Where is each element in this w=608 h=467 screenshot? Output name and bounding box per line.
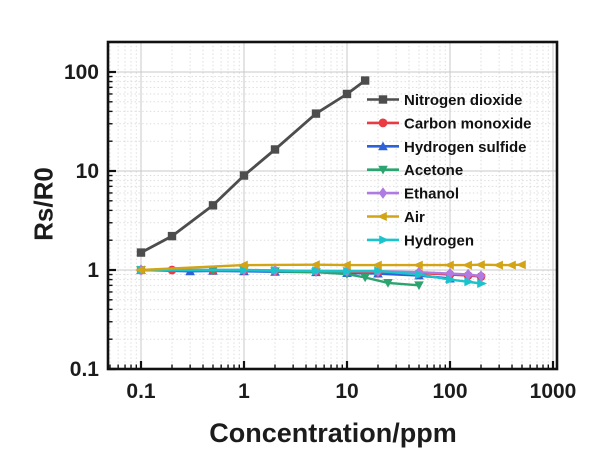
triangle-right-marker [343, 266, 353, 276]
triangle-left-marker [444, 260, 454, 270]
triangle-left-marker [377, 212, 387, 221]
x-tick-label: 0.1 [126, 380, 156, 403]
y-axis-title: Rs/R0 [28, 167, 59, 241]
square-marker [167, 231, 177, 241]
minor-gridlines [108, 42, 557, 369]
triangle-left-marker [341, 260, 351, 270]
series-line-hydrogen [139, 268, 483, 285]
legend-label-carbon-monoxide: Carbon monoxide [404, 115, 532, 132]
diamond-marker [378, 187, 388, 199]
plot-frame [106, 40, 559, 371]
y-tick-label: 0.1 [70, 358, 100, 381]
series-hydrogen [137, 265, 488, 289]
legend-item-ethanol: Ethanol [367, 186, 459, 203]
legend-item-air: Air [367, 209, 425, 226]
diamond-marker [476, 270, 486, 282]
triangle-left-marker [238, 260, 248, 270]
axis-ticks: 0.1 1 10 100 1000 0.1 1 10 100 [64, 41, 577, 403]
triangle-right-marker [312, 266, 322, 276]
triangle-down-marker [360, 273, 370, 283]
legend-label-ethanol: Ethanol [404, 186, 459, 203]
series-nitrogen-dioxide [136, 76, 370, 257]
triangle-right-marker [464, 277, 475, 287]
triangle-right-marker [477, 279, 488, 289]
legend-label-air: Air [404, 209, 425, 226]
triangle-left-marker [412, 260, 423, 270]
triangle-left-marker [475, 260, 485, 270]
diamond-marker [445, 267, 455, 280]
legend-label-nitrogen-dioxide: Nitrogen dioxide [404, 92, 522, 109]
legend-item-carbon-monoxide: Carbon monoxide [367, 115, 532, 132]
legend-item-hydrogen-sulfide: Hydrogen sulfide [367, 139, 527, 156]
triangle-left-marker [462, 260, 472, 270]
legend-item-nitrogen-dioxide: Nitrogen dioxide [367, 92, 522, 109]
data-series [135, 76, 526, 291]
triangle-left-marker [493, 260, 503, 270]
legend-label-hydrogen: Hydrogen [404, 232, 474, 249]
legend: Nitrogen dioxide Carbon monoxide Hydrogen … [367, 92, 532, 249]
triangle-down-marker [378, 165, 388, 175]
legend-label-acetone: Acetone [404, 162, 463, 179]
y-tick-label: 1 [87, 259, 99, 282]
circle-marker [378, 118, 388, 128]
square-marker [270, 145, 280, 154]
square-marker [239, 171, 249, 180]
diamond-marker [463, 268, 473, 281]
triangle-left-marker [515, 260, 526, 270]
square-marker [208, 201, 218, 210]
triangle-left-marker [372, 260, 382, 270]
square-marker [136, 248, 146, 257]
series-line-nitrogen-dioxide [139, 79, 367, 254]
triangle-right-marker [415, 270, 425, 280]
triangle-up-marker [378, 141, 388, 151]
square-marker [378, 95, 388, 104]
square-marker [360, 76, 370, 85]
x-tick-label: 1000 [530, 380, 577, 403]
legend-item-acetone: Acetone [367, 162, 463, 179]
triangle-down-marker [383, 279, 393, 288]
triangle-right-marker [379, 235, 389, 245]
x-tick-label: 100 [432, 380, 467, 403]
triangle-left-marker [309, 260, 320, 270]
x-axis-title: Concentration/ppm [209, 418, 457, 448]
x-tick-label: 10 [335, 380, 358, 403]
y-tick-label: 100 [64, 61, 99, 84]
x-tick-label: 1 [238, 380, 250, 403]
square-marker [311, 109, 321, 118]
triangle-left-marker [135, 265, 145, 275]
legend-item-hydrogen: Hydrogen [367, 232, 474, 249]
series-air [135, 260, 526, 275]
triangle-right-marker [271, 265, 282, 275]
triangle-right-marker [446, 275, 456, 285]
triangle-right-marker [240, 265, 250, 275]
triangle-left-marker [506, 260, 516, 270]
triangle-down-marker [414, 281, 424, 291]
triangle-right-marker [374, 266, 385, 276]
legend-label-hydrogen-sulfide: Hydrogen sulfide [404, 139, 527, 156]
y-tick-label: 10 [76, 160, 99, 183]
square-marker [342, 89, 352, 99]
